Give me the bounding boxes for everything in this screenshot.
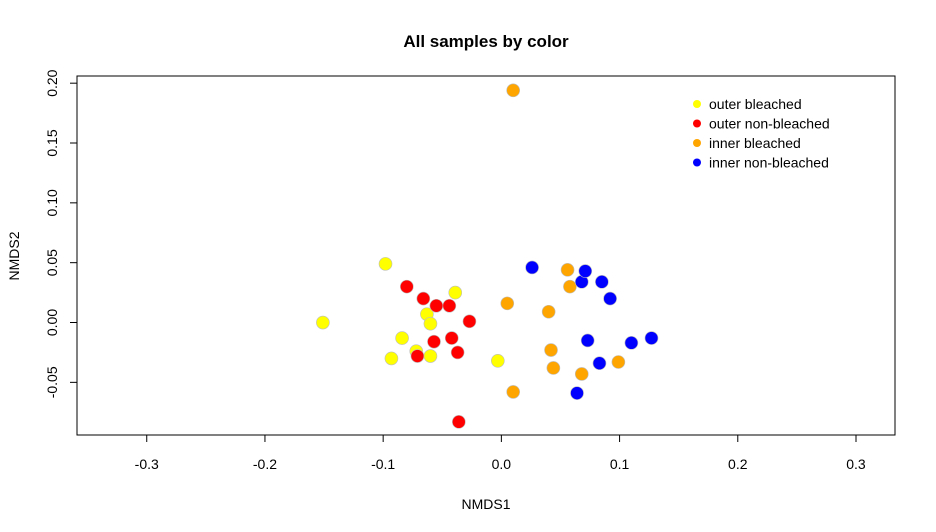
data-points [316, 83, 659, 429]
y-tick-label: 0.00 [44, 309, 60, 336]
legend-label: inner bleached [709, 135, 801, 151]
y-tick-label: -0.05 [44, 366, 60, 398]
x-tick-label: -0.1 [371, 456, 395, 472]
data-point [592, 356, 607, 371]
data-point [506, 385, 520, 399]
data-point [578, 264, 593, 278]
data-point [570, 386, 584, 400]
legend-label: inner non-bleached [709, 155, 829, 171]
y-tick-label: 0.20 [44, 69, 60, 96]
data-point [395, 331, 409, 345]
x-tick-label: -0.3 [135, 456, 159, 472]
x-tick-label: 0.2 [728, 456, 748, 472]
legend-label: outer bleached [709, 96, 802, 112]
x-tick-label: 0.0 [492, 456, 512, 472]
legend-swatch [693, 158, 701, 167]
y-tick-label: 0.10 [44, 189, 60, 216]
data-point [574, 367, 589, 381]
data-point [444, 331, 459, 345]
data-point [427, 334, 441, 349]
y-axis-title: NMDS2 [6, 231, 22, 280]
data-point [410, 349, 425, 363]
data-point [416, 291, 431, 306]
y-axis: -0.05 0.00 0.05 0.10 0.15 0.20 [44, 69, 78, 398]
data-point [316, 315, 330, 330]
data-point [546, 361, 561, 375]
x-axis: -0.3 -0.2 -0.1 0.0 0.1 0.2 0.3 [135, 434, 866, 472]
legend-swatch [693, 100, 701, 108]
data-point [595, 275, 609, 289]
data-point [500, 296, 515, 311]
data-point [644, 331, 659, 345]
x-tick-label: 0.1 [610, 456, 630, 472]
data-point [378, 257, 393, 271]
data-point [603, 291, 617, 306]
y-tick-label: 0.05 [44, 249, 60, 276]
data-point [450, 345, 465, 360]
data-point [541, 304, 556, 319]
data-point [525, 260, 539, 275]
data-point [384, 351, 399, 366]
legend-swatch [693, 139, 701, 147]
data-point [560, 263, 575, 277]
data-point [491, 354, 505, 368]
data-point [429, 298, 444, 313]
data-point [580, 333, 595, 348]
data-point [423, 349, 438, 363]
data-point [423, 316, 438, 331]
legend-label: outer non-bleached [709, 116, 830, 132]
data-point [506, 83, 520, 98]
data-point [400, 279, 414, 294]
y-tick-label: 0.15 [44, 129, 60, 156]
data-point [563, 279, 577, 294]
x-axis-title: NMDS1 [461, 496, 510, 512]
data-point [448, 285, 463, 300]
data-point [544, 343, 558, 357]
data-point [462, 314, 477, 329]
x-tick-label: 0.3 [846, 456, 866, 472]
data-point [611, 355, 626, 369]
legend-swatch [693, 119, 701, 128]
data-point [452, 415, 466, 429]
x-tick-label: -0.2 [253, 456, 277, 472]
legend: outer bleached outer non-bleached inner bl… [693, 96, 830, 171]
data-point [442, 298, 457, 313]
chart-title: All samples by color [403, 32, 569, 51]
data-point [624, 336, 639, 350]
